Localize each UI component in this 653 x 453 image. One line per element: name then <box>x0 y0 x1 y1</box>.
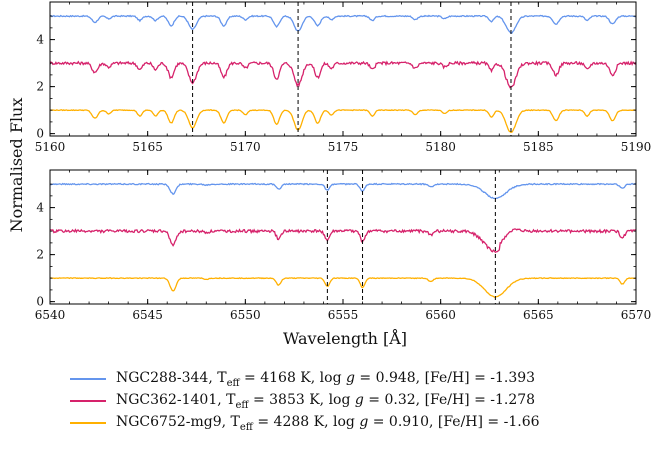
series-line-NGC6752-mg9 <box>49 277 637 298</box>
y-tick-label: 0 <box>36 295 44 309</box>
y-tick-label: 0 <box>36 127 44 141</box>
series-line-NGC362-1401 <box>49 228 637 254</box>
legend: NGC288-344, Teff = 4168 K, log g = 0.948… <box>70 368 630 434</box>
legend-item-ngc288: NGC288-344, Teff = 4168 K, log g = 0.948… <box>70 368 630 390</box>
legend-swatch-ngc288 <box>70 378 106 380</box>
x-tick-label: 5165 <box>132 140 163 154</box>
x-axis-label: Wavelength [Å] <box>283 328 407 348</box>
bottom-panel: 6540 6545 6550 6555 6560 6565 6570 0 2 4 <box>35 169 652 322</box>
series-line-NGC288-344 <box>49 182 637 200</box>
legend-label-ngc362: NGC362-1401, Teff = 3853 K, log g = 0.32… <box>116 391 536 411</box>
x-tick-label: 6565 <box>523 308 554 322</box>
x-tick-label: 6555 <box>328 308 359 322</box>
plot-frame <box>49 169 637 305</box>
legend-swatch-ngc6752 <box>70 422 106 424</box>
y-tick-label: 4 <box>36 33 44 47</box>
series-line-NGC6752-mg9 <box>49 109 637 133</box>
x-tick-label: 6540 <box>35 308 66 322</box>
x-tick-label: 6570 <box>621 308 652 322</box>
y-axis-label: Normalised Flux <box>7 98 26 233</box>
legend-label-ngc288: NGC288-344, Teff = 4168 K, log g = 0.948… <box>116 369 536 389</box>
x-tick-label: 5160 <box>35 140 66 154</box>
x-tick-label: 5185 <box>523 140 554 154</box>
legend-swatch-ngc362 <box>70 400 106 402</box>
top-panel: 5160 5165 5170 5175 5180 5185 5190 0 2 4 <box>35 1 652 154</box>
series-line-NGC288-344 <box>50 14 636 34</box>
x-tick-label: 6545 <box>132 308 163 322</box>
legend-item-ngc6752: NGC6752-mg9, Teff = 4288 K, log g = 0.91… <box>70 412 630 434</box>
x-tick-label: 5180 <box>425 140 456 154</box>
legend-item-ngc362: NGC362-1401, Teff = 3853 K, log g = 0.32… <box>70 390 630 412</box>
x-tick-label: 5170 <box>230 140 261 154</box>
legend-label-ngc6752: NGC6752-mg9, Teff = 4288 K, log g = 0.91… <box>116 413 540 433</box>
y-tick-label: 2 <box>36 248 44 262</box>
series-line-NGC362-1401 <box>49 60 637 89</box>
x-tick-label: 5190 <box>621 140 652 154</box>
y-tick-label: 2 <box>36 80 44 94</box>
x-tick-label: 6560 <box>425 308 456 322</box>
x-tick-label: 5175 <box>328 140 359 154</box>
y-tick-label: 4 <box>36 201 44 215</box>
x-tick-label: 6550 <box>230 308 261 322</box>
